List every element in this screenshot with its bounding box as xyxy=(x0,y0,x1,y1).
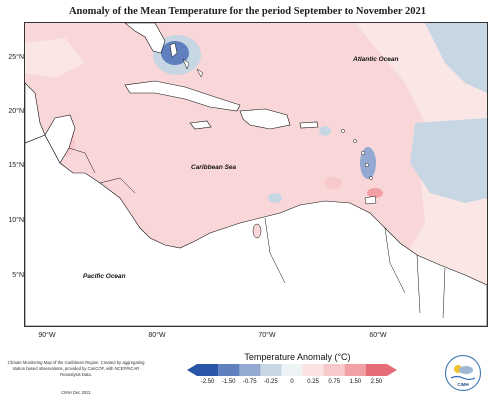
land-island-2 xyxy=(353,139,357,143)
legend-colorbar xyxy=(187,364,397,376)
legend-tick-label: -0.25 xyxy=(264,379,278,385)
map-canvas: Atlantic Ocean Caribbean Sea Pacific Oce… xyxy=(25,23,487,326)
lat-label-5n: 5°N xyxy=(12,272,24,279)
land-island-3 xyxy=(360,150,366,156)
land-island-4 xyxy=(364,162,370,168)
land-jamaica xyxy=(189,120,212,130)
legend-swatch-5 xyxy=(302,364,325,376)
lon-label-70w: 70°W xyxy=(258,332,276,339)
anomaly-cool-vi xyxy=(319,126,331,136)
land-trinidad xyxy=(364,195,377,205)
label-atlantic-ocean: Atlantic Ocean xyxy=(352,56,399,63)
lat-label-15n: 15°N xyxy=(8,162,24,169)
land-bahamas-2 xyxy=(182,58,190,70)
anomaly-cool-east xyxy=(410,118,487,203)
anomaly-field-gulf xyxy=(25,38,85,78)
border-colombia-venezuela xyxy=(264,217,286,284)
label-pacific-ocean: Pacific Ocean xyxy=(83,273,126,280)
anomaly-cool-ne xyxy=(425,23,487,93)
lon-label-80w: 80°W xyxy=(148,332,166,339)
legend-swatch-4 xyxy=(281,364,304,376)
legend-tick-label: 1.50 xyxy=(349,379,362,385)
legend-swatch-1 xyxy=(218,364,240,376)
map-credit: CIMH Dec 2021 xyxy=(61,390,91,395)
legend-tick-label: -0.75 xyxy=(242,379,257,385)
legend-swatch-3 xyxy=(260,364,282,376)
anomaly-warm-spot-2 xyxy=(367,188,383,198)
legend-tick-label: 0.75 xyxy=(328,379,341,385)
anomaly-cool-abc xyxy=(268,193,282,203)
land-mexico xyxy=(25,82,46,144)
border-honduras xyxy=(99,177,136,194)
land-island-5 xyxy=(369,176,373,180)
land-bahamas-1 xyxy=(169,42,178,58)
logo-text: CIMH xyxy=(457,382,469,387)
lat-label-20n: 20°N xyxy=(8,108,24,115)
legend-tick-label: 0 xyxy=(290,379,294,385)
temperature-anomaly-map: Atlantic Ocean Caribbean Sea Pacific Oce… xyxy=(24,22,488,327)
legend-tick-label: -2.50 xyxy=(200,379,215,385)
legend-swatch-2 xyxy=(239,364,261,376)
anomaly-cool-antilles xyxy=(360,147,376,179)
map-title: Anomaly of the Mean Temperature for the … xyxy=(68,6,427,17)
land-puerto-rico xyxy=(299,121,319,129)
lat-label-10n: 10°N xyxy=(8,217,24,224)
legend-swatch-6 xyxy=(323,364,346,376)
land-island-1 xyxy=(341,129,345,133)
anomaly-warm-spot-1 xyxy=(324,177,342,189)
legend-tick-label: 2.50 xyxy=(370,379,383,385)
lon-label-90w: 90°W xyxy=(38,332,56,339)
legend-swatch-7 xyxy=(344,364,367,376)
border-guyana-suriname xyxy=(416,254,421,314)
land-cuba xyxy=(124,80,241,112)
border-suriname-guiana xyxy=(442,267,446,319)
legend-tick-label: -1.50 xyxy=(221,379,236,385)
legend-tick-label: 0.25 xyxy=(307,379,319,385)
map-description: Climate Monitoring Map of the Caribbean … xyxy=(7,360,145,377)
label-caribbean-sea: Caribbean Sea xyxy=(191,164,237,171)
legend-swatch-0 xyxy=(187,364,219,376)
legend-swatch-8 xyxy=(365,364,397,376)
lake-maracaibo xyxy=(252,223,262,239)
cimh-logo: CIMH xyxy=(444,354,482,392)
lon-label-60w: 60°W xyxy=(369,332,387,339)
land-yucatan xyxy=(44,114,76,164)
lat-label-25n: 25°N xyxy=(8,54,24,61)
land-florida xyxy=(124,23,166,54)
border-guatemala xyxy=(68,147,96,174)
land-hispaniola xyxy=(239,108,291,130)
land-bahamas-3 xyxy=(196,68,204,78)
legend-title: Temperature Anomaly (°C) xyxy=(244,352,351,362)
border-venezuela-guyana xyxy=(384,227,406,294)
